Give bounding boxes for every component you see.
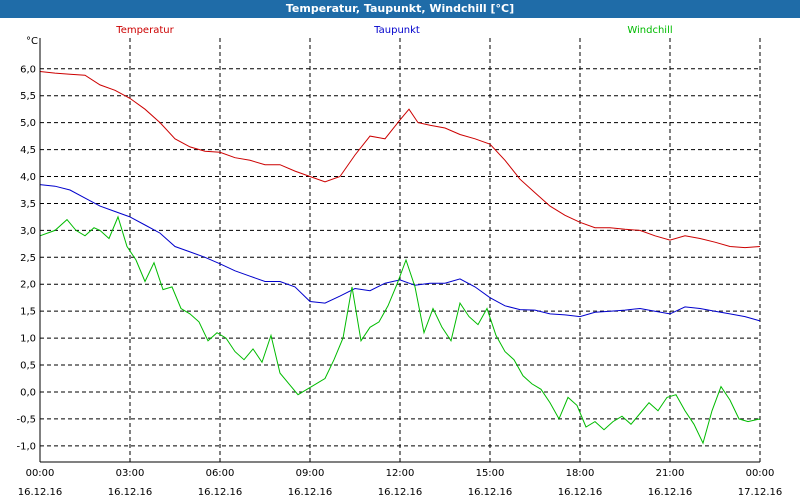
window-title: Temperatur, Taupunkt, Windchill [°C] — [0, 0, 800, 18]
x-tick-time: 03:00 — [116, 468, 145, 479]
y-tick-label: 2,5 — [20, 253, 36, 264]
y-tick-label: 4,5 — [20, 145, 36, 156]
legend-entry-taupunkt: Taupunkt — [373, 25, 420, 36]
x-tick-time: 09:00 — [296, 468, 325, 479]
x-tick-date: 17.12.16 — [738, 487, 783, 498]
x-tick-date: 16.12.16 — [108, 487, 153, 498]
x-tick-time: 00:00 — [746, 468, 775, 479]
y-tick-label: 3,0 — [20, 226, 36, 237]
grid — [39, 38, 761, 462]
x-tick-time: 00:00 — [26, 468, 55, 479]
line-chart: 6,0 5,5 5,0 4,5 4,0 3,5 3,0 2,5 2,0 1,5 1,0 0,5 0,0 -… — [16, 25, 782, 498]
series-line-taupunkt — [39, 184, 761, 322]
x-tick-date: 16.12.16 — [558, 487, 603, 498]
y-tick-label: -0,5 — [16, 414, 36, 425]
x-tick-date: 16.12.16 — [648, 487, 693, 498]
y-tick-label: 5,5 — [20, 91, 36, 102]
x-tick-date: 16.12.16 — [198, 487, 243, 498]
plot-area — [39, 71, 761, 445]
series-line-windchill — [39, 215, 761, 445]
y-tick-label: -1,0 — [16, 441, 36, 452]
x-tick-time: 18:00 — [566, 468, 595, 479]
y-tick-label: 5,0 — [20, 118, 36, 129]
x-tick-time: 21:00 — [656, 468, 685, 479]
y-tick-label: 0,0 — [20, 387, 36, 398]
x-tick-date: 16.12.16 — [288, 487, 333, 498]
x-tick-date: 16.12.16 — [378, 487, 423, 498]
y-tick-label: 3,5 — [20, 199, 36, 210]
y-tick-label: 1,0 — [20, 334, 36, 345]
y-tick-label: 1,5 — [20, 307, 36, 318]
y-tick-label: 2,0 — [20, 280, 36, 291]
y-tick-label: 6,0 — [20, 64, 36, 75]
x-tick-time: 06:00 — [206, 468, 235, 479]
x-tick-time: 12:00 — [386, 468, 415, 479]
series-line-temperatur — [39, 71, 761, 249]
y-axis-label: °C — [26, 36, 38, 47]
y-tick-label: 0,5 — [20, 361, 36, 372]
x-tick-date: 16.12.16 — [18, 487, 63, 498]
axes: 6,0 5,5 5,0 4,5 4,0 3,5 3,0 2,5 2,0 1,5 1,0 0,5 0,0 -… — [16, 36, 782, 498]
x-tick-time: 15:00 — [476, 468, 505, 479]
legend-entry-windchill: Windchill — [627, 25, 672, 36]
x-tick-date: 16.12.16 — [468, 487, 513, 498]
legend-entry-temperatur: Temperatur — [115, 25, 174, 36]
y-tick-label: 4,0 — [20, 172, 36, 183]
legend: Temperatur Taupunkt Windchill — [115, 25, 672, 36]
